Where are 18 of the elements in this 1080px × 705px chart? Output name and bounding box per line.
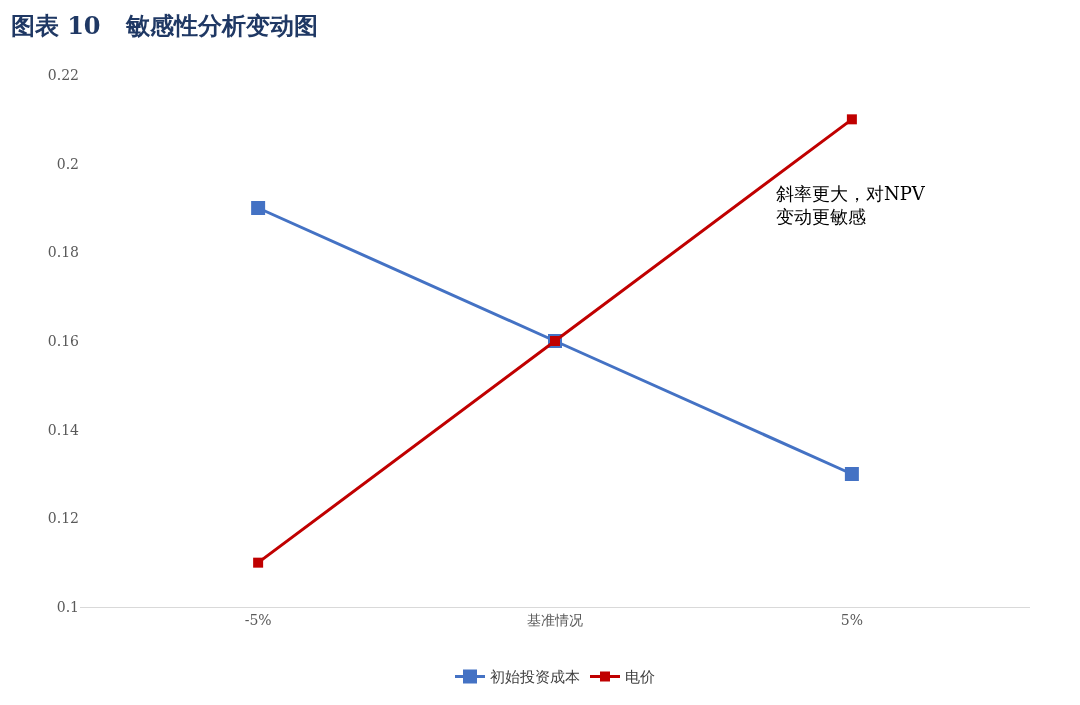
x-tick-label: -5% xyxy=(244,611,272,628)
y-tick-label: 0.14 xyxy=(47,421,80,438)
y-tick-label: 0.22 xyxy=(47,66,79,83)
point xyxy=(844,467,859,481)
y-tick-label: 0.16 xyxy=(47,332,80,349)
annotation: 斜率更大，对NPV 变动更敏感 xyxy=(776,183,926,228)
point xyxy=(251,201,266,215)
point xyxy=(253,557,264,568)
y-tick-label: 0.18 xyxy=(47,244,79,261)
chart-title: 图表 10 敏感性分析变动图 xyxy=(10,11,318,41)
point xyxy=(846,114,857,125)
x-tick-label: 基准情况 xyxy=(527,611,583,628)
x-tick-label: 5% xyxy=(840,611,863,628)
y-tick-label: 0.2 xyxy=(56,155,79,172)
legend-label: 电价 xyxy=(625,668,655,687)
y-tick-label: 0.12 xyxy=(47,510,79,527)
legend-label: 初始投资成本 xyxy=(490,668,580,687)
y-tick-label: 0.1 xyxy=(56,598,79,615)
